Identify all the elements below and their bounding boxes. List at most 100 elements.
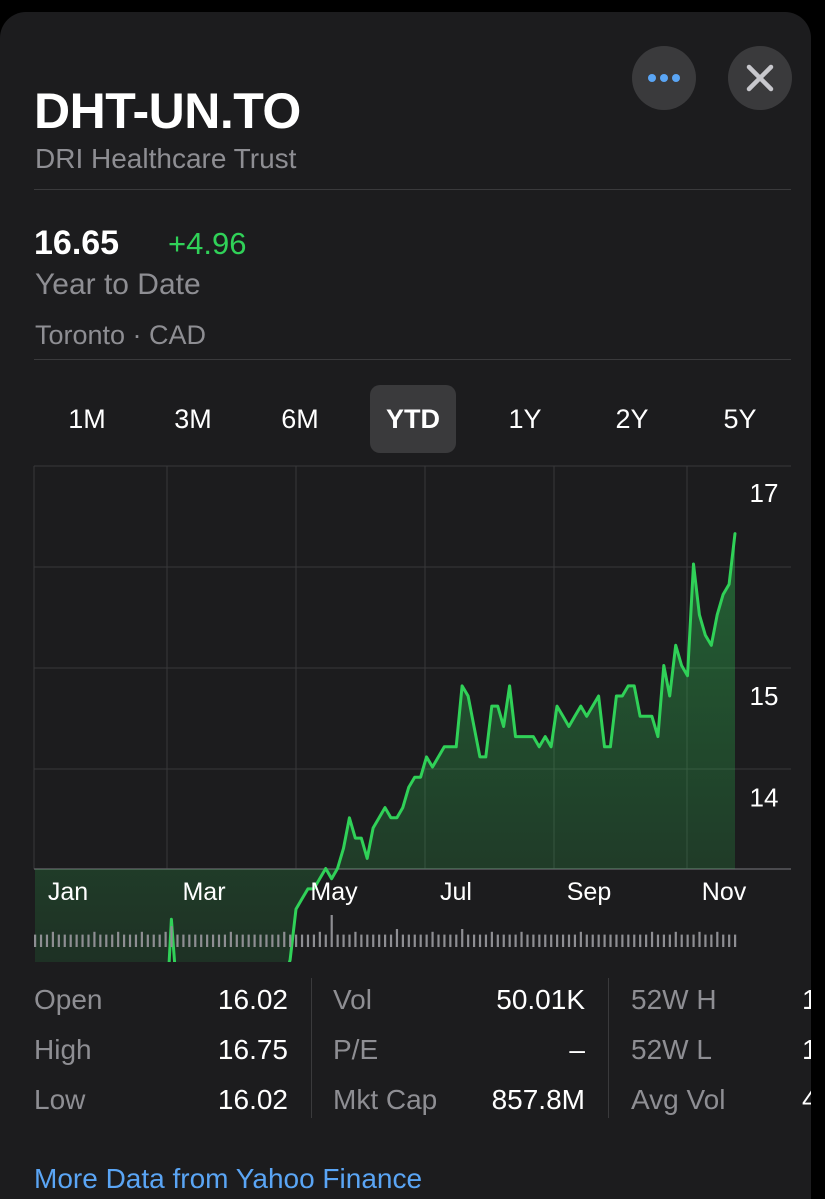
volume-bar bbox=[295, 934, 298, 947]
volume-bar bbox=[443, 934, 446, 947]
x-tick-label: Jan bbox=[48, 878, 88, 906]
volume-bar bbox=[87, 934, 90, 947]
volume-bar bbox=[544, 934, 547, 947]
volume-bar bbox=[105, 934, 108, 947]
volume-bar bbox=[265, 934, 268, 947]
range-6m[interactable]: 6M bbox=[281, 404, 319, 434]
volume-bar bbox=[164, 931, 167, 947]
volume-bar bbox=[431, 931, 434, 947]
volume-bar bbox=[734, 934, 737, 947]
price-area bbox=[35, 533, 735, 962]
volume-bar bbox=[656, 934, 660, 947]
volume-bar bbox=[372, 934, 375, 947]
ellipsis-icon bbox=[648, 74, 680, 82]
volume-bar bbox=[170, 926, 173, 947]
volume-bar bbox=[223, 934, 227, 947]
volume-bar bbox=[407, 934, 410, 947]
volume-bar bbox=[217, 934, 221, 947]
volume-bar bbox=[508, 934, 511, 947]
yahoo-finance-link[interactable]: More Data from Yahoo Finance bbox=[34, 1163, 423, 1194]
volume-bar bbox=[158, 934, 161, 947]
volume-bar bbox=[437, 934, 440, 947]
volume-bar bbox=[277, 934, 280, 947]
volume-bar bbox=[449, 934, 452, 947]
price-change: +4.96 bbox=[168, 226, 247, 261]
stat-value-avg-vol: 40. bbox=[802, 1084, 811, 1115]
volume-bar bbox=[674, 931, 677, 947]
volume-bar bbox=[668, 934, 671, 947]
x-tick-label: Jul bbox=[440, 878, 472, 906]
volume-bar bbox=[117, 931, 120, 947]
stat-value-high: 16.75 bbox=[217, 1034, 288, 1065]
volume-bar bbox=[306, 934, 310, 947]
volume-bar bbox=[591, 934, 594, 947]
volume-bar bbox=[609, 934, 612, 947]
volume-bar bbox=[413, 934, 416, 947]
more-options-button[interactable] bbox=[632, 46, 696, 110]
volume-bar bbox=[698, 931, 701, 947]
stat-value-open: 16.02 bbox=[217, 984, 288, 1015]
volume-bar bbox=[550, 934, 553, 947]
range-1y[interactable]: 1Y bbox=[508, 404, 542, 434]
volume-bar bbox=[342, 934, 345, 947]
volume-bar bbox=[200, 934, 203, 947]
volume-bar bbox=[122, 934, 126, 947]
volume-bar bbox=[704, 934, 707, 947]
volume-bar bbox=[585, 934, 588, 947]
volume-bar bbox=[496, 934, 499, 947]
volume-bar bbox=[324, 934, 327, 947]
price-chart[interactable]: 17151412JanMarMayJulSepNov bbox=[0, 12, 811, 962]
stat-label-mkt-cap: Mkt Cap bbox=[333, 1084, 438, 1115]
volume-bar bbox=[378, 934, 381, 947]
stat-value-52w-l: 10 bbox=[802, 1034, 811, 1065]
volume-bar bbox=[39, 934, 43, 947]
volume-bar bbox=[538, 934, 541, 947]
volume-bar bbox=[81, 934, 84, 947]
volume-bar bbox=[579, 931, 582, 947]
volume-bar bbox=[662, 934, 666, 947]
range-3m[interactable]: 3M bbox=[174, 404, 212, 434]
range-ytd[interactable]: YTD bbox=[370, 385, 456, 453]
volume-bar bbox=[176, 934, 179, 947]
range-5y[interactable]: 5Y bbox=[723, 404, 757, 434]
volume-bar bbox=[259, 934, 262, 947]
volume-bar bbox=[75, 934, 78, 947]
volume-bar bbox=[354, 931, 357, 947]
y-tick-label: 17 bbox=[750, 478, 779, 508]
volume-bar bbox=[51, 931, 54, 947]
stat-label-52w-h: 52W H bbox=[631, 984, 717, 1015]
volume-bar bbox=[639, 934, 642, 947]
volume-bar bbox=[283, 931, 286, 947]
volume-bar bbox=[253, 934, 256, 947]
current-price: 16.65 bbox=[34, 224, 120, 262]
volume-bar bbox=[69, 934, 72, 947]
close-button[interactable] bbox=[728, 46, 792, 110]
stat-label-avg-vol: Avg Vol bbox=[631, 1084, 726, 1115]
volume-bar bbox=[134, 934, 138, 947]
volume-bar bbox=[348, 934, 351, 947]
volume-bar bbox=[645, 934, 648, 947]
range-2y[interactable]: 2Y bbox=[615, 404, 649, 434]
volume-bar bbox=[128, 934, 132, 947]
volume-bar bbox=[146, 934, 149, 947]
volume-bar bbox=[366, 934, 369, 947]
range-1m[interactable]: 1M bbox=[68, 404, 106, 434]
volume-bar bbox=[478, 934, 482, 947]
stat-value-p-e: – bbox=[569, 1034, 585, 1065]
volume-bar bbox=[206, 934, 209, 947]
volume-bar bbox=[188, 934, 191, 947]
volume-bar bbox=[395, 929, 399, 947]
volume-bar bbox=[93, 931, 96, 947]
price-line bbox=[167, 532, 737, 962]
stat-label-low: Low bbox=[34, 1084, 86, 1115]
volume-bar bbox=[45, 934, 49, 947]
range-selector: 1M 3M 6M YTD 1Y 2Y 5Y bbox=[0, 385, 811, 453]
volume-bar bbox=[728, 934, 731, 947]
volume-bar bbox=[514, 934, 517, 947]
volume-bar bbox=[633, 934, 636, 947]
quote-divider bbox=[34, 359, 791, 360]
volume-bar bbox=[211, 934, 215, 947]
company-name: DRI Healthcare Trust bbox=[35, 143, 297, 174]
volume-bar bbox=[490, 931, 493, 947]
volume-bar bbox=[567, 934, 571, 947]
